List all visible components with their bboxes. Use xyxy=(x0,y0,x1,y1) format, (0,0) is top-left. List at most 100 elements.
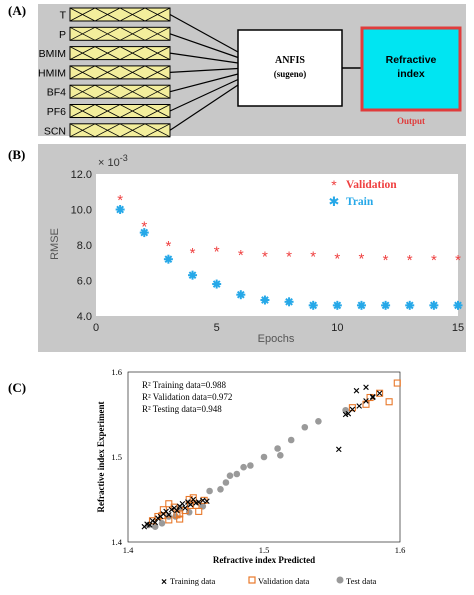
validation-data-point xyxy=(189,494,197,502)
train-point xyxy=(236,290,246,300)
anfis-diagram: TP BMIM HMIM BF4 PF6 SCN ANFIS (sugeno) Refra… xyxy=(38,4,466,138)
training-point xyxy=(336,446,342,453)
plot-area xyxy=(96,174,458,316)
validation-point: * xyxy=(190,245,196,262)
test-point xyxy=(277,452,284,459)
scatter-legend: × Training data Validation data Test dat… xyxy=(161,576,376,588)
test-point xyxy=(287,436,295,444)
validation-point: * xyxy=(117,192,123,209)
validation-point: * xyxy=(407,252,413,269)
axis-multiplier: × 10-3 xyxy=(98,153,128,169)
training-point xyxy=(195,499,202,505)
validation-point: * xyxy=(383,252,389,269)
test-point xyxy=(233,470,241,478)
input-block-bf4 xyxy=(69,84,171,99)
train-point xyxy=(188,270,198,280)
connector-line xyxy=(169,78,239,112)
y-tick-label: 12.0 xyxy=(71,169,92,181)
training-point xyxy=(152,519,158,526)
input-label-p: P xyxy=(59,29,66,41)
input-label-bmim: BMIM xyxy=(39,48,66,60)
legend-test-label: Test data xyxy=(346,576,377,586)
x-tick-label: 15 xyxy=(452,322,464,334)
test-point xyxy=(240,463,247,471)
y-tick-label: 4.0 xyxy=(77,311,92,323)
train-point xyxy=(453,300,463,310)
legend-validation-marker-square xyxy=(248,576,256,584)
output-caption: Output xyxy=(397,116,425,126)
legend-validation-label: Validation xyxy=(346,179,397,191)
validation-point: * xyxy=(214,243,220,260)
input-label-pf6: PF6 xyxy=(47,106,66,118)
validation-point: * xyxy=(286,249,292,266)
legend-train-label: Train xyxy=(346,196,374,208)
y-tick-label: 8.0 xyxy=(77,240,92,252)
training-point xyxy=(204,498,210,504)
train-point xyxy=(429,300,439,310)
training-point xyxy=(356,403,362,409)
input-label-scn: SCN xyxy=(44,125,66,137)
train-point xyxy=(284,297,294,307)
train-point xyxy=(260,295,270,305)
train-point xyxy=(332,300,342,310)
input-block-t xyxy=(69,7,171,22)
test-point xyxy=(226,472,234,479)
test-point xyxy=(217,486,224,493)
test-point xyxy=(260,453,268,461)
rmse-legend: * Validation ✱ Train xyxy=(329,177,398,209)
y-axis-label: RMSE xyxy=(49,228,61,260)
validation-data-point xyxy=(165,500,173,508)
training-point xyxy=(370,394,376,401)
panel-c-label: (C) xyxy=(8,380,27,395)
input-block-p xyxy=(69,26,171,41)
validation-data-point xyxy=(348,404,356,412)
validation-point: * xyxy=(238,247,244,264)
training-point xyxy=(353,387,360,394)
validation-data-point xyxy=(165,516,173,524)
train-point xyxy=(405,300,415,310)
x-tick-label: 10 xyxy=(331,322,343,334)
test-point xyxy=(315,418,322,425)
connector-line xyxy=(169,84,239,131)
legend-test-marker xyxy=(336,576,344,584)
validation-point: * xyxy=(165,238,171,255)
input-label-t: T xyxy=(60,10,67,22)
y-tick-label: 6.0 xyxy=(77,276,92,288)
scatter-x-tick: 1.6 xyxy=(395,545,406,555)
scatter-y-tick: 1.5 xyxy=(111,452,122,462)
validation-point: * xyxy=(262,249,268,266)
validation-data-point xyxy=(393,379,401,387)
training-point xyxy=(200,497,206,504)
scatter-x-tick: 1.4 xyxy=(123,545,134,555)
anfis-block xyxy=(237,29,343,107)
scatter-y-tick: 1.6 xyxy=(111,367,122,377)
train-point xyxy=(308,300,318,310)
panel-a-label: (A) xyxy=(8,3,27,18)
input-block-pf6 xyxy=(69,104,171,118)
training-point xyxy=(179,500,186,507)
legend-train-marker: ✱ xyxy=(329,194,340,209)
legend-training-marker: × xyxy=(161,577,167,588)
output-block xyxy=(360,26,462,112)
legend-training-label: Training data xyxy=(170,576,215,586)
train-point xyxy=(139,228,149,238)
stats-line-1: R² Training data=0.988 xyxy=(142,380,227,390)
legend-validation-marker: * xyxy=(331,177,337,193)
training-point xyxy=(349,406,356,413)
test-point xyxy=(151,523,159,530)
scatter-x-tick: 1.5 xyxy=(259,545,270,555)
training-point xyxy=(363,384,369,391)
test-point xyxy=(301,423,309,431)
training-point xyxy=(182,505,188,511)
training-point xyxy=(345,410,352,417)
training-point xyxy=(174,507,180,514)
training-point xyxy=(187,501,194,508)
connector-line xyxy=(169,52,239,64)
training-point xyxy=(149,517,156,524)
train-point xyxy=(212,279,222,289)
connector-line xyxy=(169,67,239,73)
test-point xyxy=(247,462,254,469)
test-point xyxy=(274,445,281,452)
x-tick-label: 5 xyxy=(214,322,220,334)
input-label-bf4: BF4 xyxy=(47,87,66,99)
